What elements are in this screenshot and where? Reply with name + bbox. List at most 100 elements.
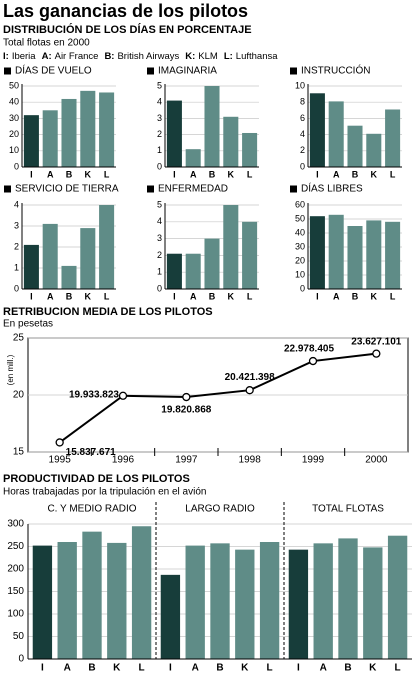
bar	[338, 538, 358, 659]
chart-title: DÍAS LIBRES	[301, 182, 363, 195]
x-tick-label: K	[228, 291, 235, 301]
legend-label: British Airways	[117, 51, 179, 62]
bar	[242, 221, 258, 289]
panel-title: C. Y MEDIO RADIO	[47, 504, 136, 515]
x-tick-label: L	[247, 169, 253, 179]
bar	[259, 542, 280, 659]
legend-label: Lufthansa	[236, 51, 278, 62]
x-tick-label: L	[247, 291, 253, 301]
y-tick-label: 30	[9, 113, 19, 123]
x-tick-label: A	[320, 663, 327, 674]
value-label: 20.421.398	[225, 372, 275, 383]
y-tick-label: 40	[9, 97, 19, 107]
legend-key: A:	[42, 51, 52, 62]
bar	[313, 543, 333, 659]
chart-title: ENFERMEDAD	[158, 184, 228, 195]
y-tick-label: 2	[157, 250, 162, 260]
legend-label: Iberia	[12, 51, 36, 62]
bar	[309, 93, 325, 167]
bar	[347, 125, 363, 167]
x-tick-label: A	[190, 291, 197, 301]
y-tick-label: 100	[7, 609, 24, 620]
legend-key: I:	[3, 51, 9, 62]
x-tick-label: I	[297, 663, 300, 674]
bar	[235, 549, 255, 659]
y-tick-label: 25	[13, 333, 25, 344]
bar	[107, 542, 127, 659]
panel-title: LARGO RADIO	[185, 504, 255, 515]
bar	[385, 221, 401, 289]
y-tick-label: 10	[9, 145, 19, 155]
section-subtitle: Horas trabajadas por la tripulación en e…	[3, 487, 206, 498]
legend-key: B:	[104, 51, 114, 62]
bar	[204, 238, 220, 289]
point	[182, 392, 191, 402]
panel-title: TOTAL FLOTAS	[312, 504, 384, 515]
y-tick-label: 4	[157, 216, 162, 226]
y-tick-label: 20	[295, 255, 305, 265]
bar	[23, 115, 39, 167]
y-tick-label: 200	[7, 564, 24, 575]
x-tick-label: I	[30, 169, 33, 179]
bar	[204, 86, 220, 167]
title-marker	[147, 185, 154, 193]
y-tick-label: 10	[295, 269, 305, 279]
chart-title: DÍAS DE VUELO	[15, 64, 92, 77]
x-tick-label: B	[66, 291, 73, 301]
x-tick-label: L	[104, 291, 110, 301]
y-tick-label: 8	[300, 97, 305, 107]
title-marker	[4, 67, 11, 75]
y-tick-label: 1	[157, 267, 162, 277]
y-tick-label: 0	[18, 654, 24, 665]
y-tick-label: 1	[14, 262, 19, 272]
bar	[61, 98, 77, 167]
y-tick-label: 0	[14, 283, 19, 293]
section-subtitle: En pesetas	[3, 319, 53, 330]
line	[59, 352, 377, 444]
y-tick-label: 50	[13, 631, 25, 642]
x-tick-label: I	[169, 663, 172, 674]
x-tick-label: B	[352, 169, 359, 179]
y-tick-label: 60	[295, 199, 305, 209]
x-tick-label: K	[241, 663, 249, 674]
bar	[366, 133, 382, 167]
y-tick-label: 1	[157, 145, 162, 155]
y-tick-label: 50	[295, 213, 305, 223]
bar	[160, 574, 181, 659]
legend-key: L:	[224, 51, 233, 62]
x-tick-label: 1998	[239, 455, 262, 466]
x-tick-label: A	[47, 291, 54, 301]
x-tick-label: L	[139, 663, 145, 674]
chart-title: IMAGINARIA	[158, 66, 217, 77]
bar	[42, 110, 58, 167]
y-tick-label: 0	[157, 283, 162, 293]
bar	[288, 549, 309, 659]
y-tick-label: 4	[300, 129, 305, 139]
bar	[42, 223, 58, 289]
x-tick-label: A	[333, 291, 340, 301]
x-tick-label: K	[371, 291, 378, 301]
x-tick-label: K	[371, 169, 378, 179]
x-tick-label: L	[267, 663, 273, 674]
bar	[57, 542, 77, 659]
y-tick-label: 3	[14, 220, 19, 230]
x-tick-label: L	[104, 169, 110, 179]
x-tick-label: K	[228, 169, 235, 179]
bar	[363, 547, 383, 659]
title-marker	[4, 185, 11, 193]
chart-title: SERVICIO DE TIERRA	[15, 184, 119, 195]
x-tick-label: I	[41, 663, 44, 674]
bar	[387, 535, 408, 659]
point	[55, 438, 64, 447]
value-label: 23.627.101	[351, 336, 401, 347]
y-tick-label: 15	[13, 447, 25, 458]
y-tick-label: 4	[157, 97, 162, 107]
x-tick-label: A	[47, 169, 54, 179]
bar	[185, 253, 201, 289]
point	[245, 386, 254, 395]
y-tick-label: 20	[9, 129, 19, 139]
bar	[185, 545, 205, 659]
y-axis-label: (en mill.)	[6, 354, 15, 385]
chart-title: INSTRUCCIÓN	[301, 64, 370, 77]
